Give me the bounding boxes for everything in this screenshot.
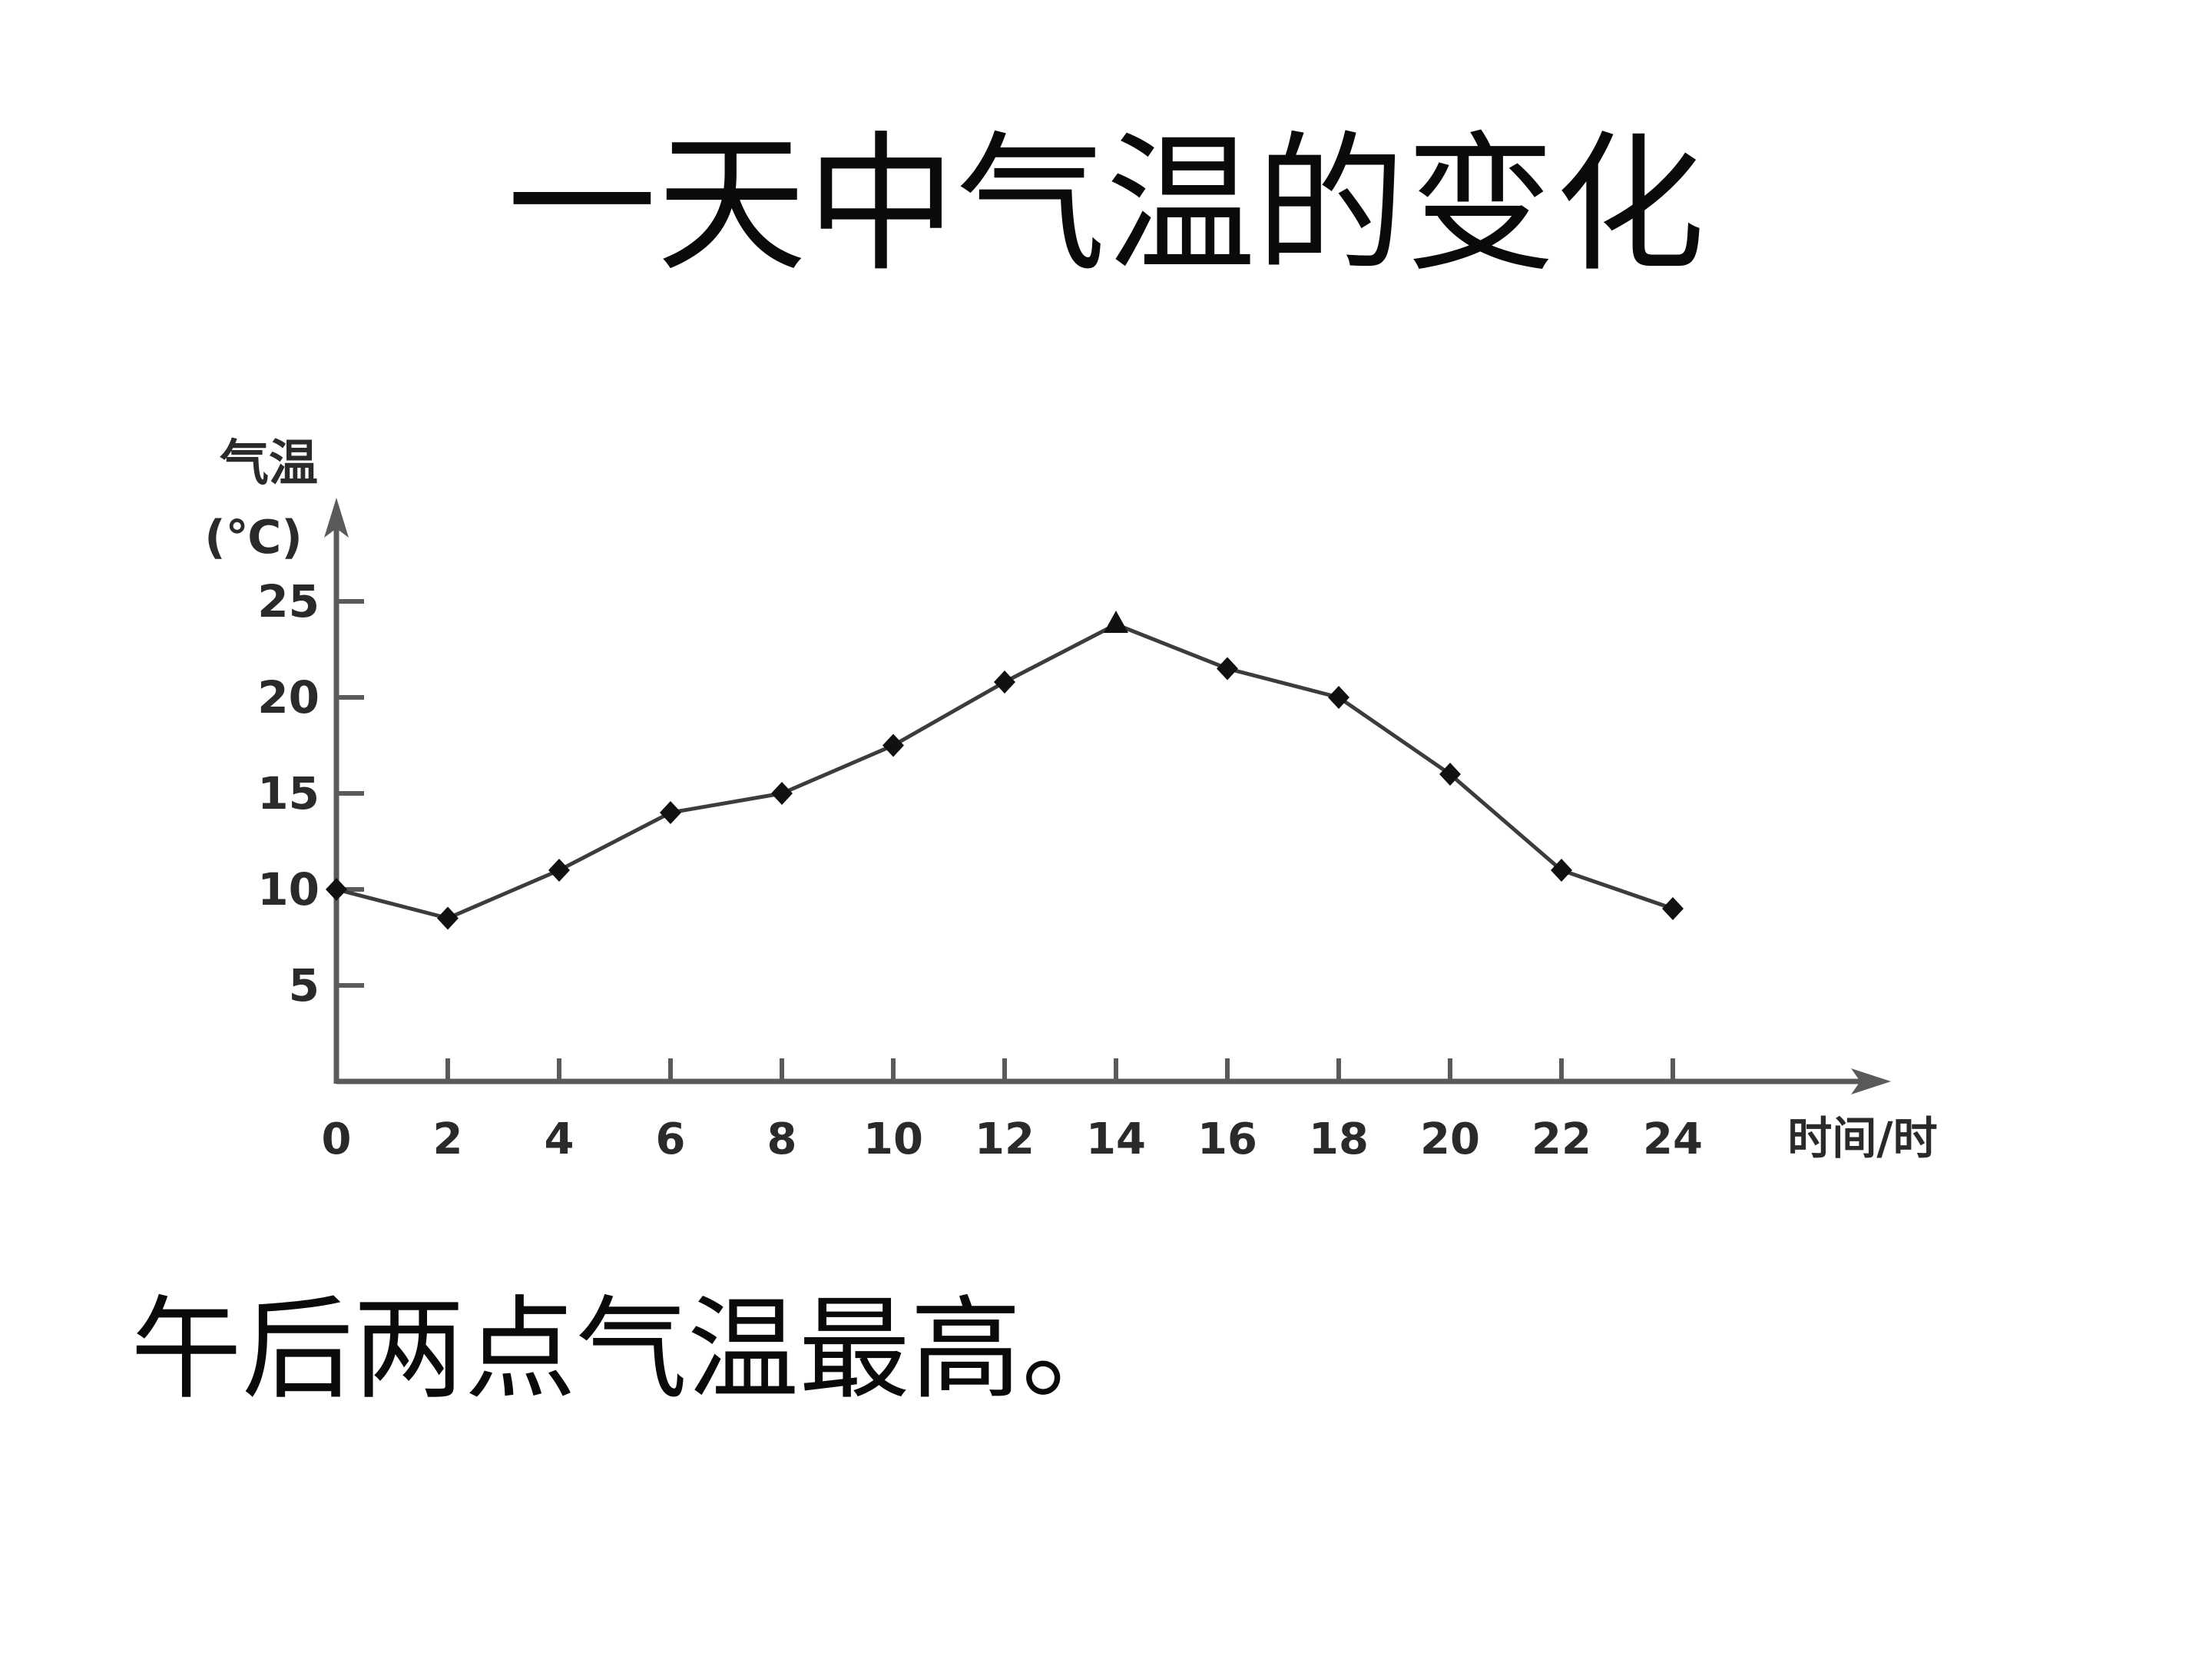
x-tick-label: 12 <box>975 1114 1035 1164</box>
x-tick-label: 14 <box>1086 1114 1146 1164</box>
data-point-marker <box>1439 763 1461 786</box>
data-point-marker-peak <box>1104 611 1128 633</box>
x-tick-label: 8 <box>767 1114 797 1164</box>
slide-title: 一天中气温的变化 <box>507 118 1705 292</box>
data-point-marker <box>326 878 347 901</box>
y-tick-label: 5 <box>289 959 320 1012</box>
x-tick-label: 10 <box>863 1114 923 1164</box>
x-tick-label: 24 <box>1643 1114 1703 1164</box>
x-tick-label: 4 <box>545 1114 575 1164</box>
x-tick-label: 2 <box>433 1114 463 1164</box>
data-point-marker <box>660 801 681 824</box>
y-tick-label: 10 <box>257 863 320 916</box>
x-tick-label: 6 <box>656 1114 686 1164</box>
x-tick-label: 20 <box>1420 1114 1480 1164</box>
y-tick-label: 20 <box>257 671 320 724</box>
data-point-markers <box>326 611 1684 930</box>
x-tick-label: 18 <box>1309 1114 1369 1164</box>
y-axis-ticks: 5 10 15 20 25 <box>257 575 364 1012</box>
x-tick-label: 0 <box>322 1114 352 1164</box>
y-axis-unit: (℃) <box>204 511 303 565</box>
x-axis-ticks: 0 2 4 6 8 10 12 14 16 18 20 22 24 <box>322 1058 1703 1164</box>
y-tick-label: 25 <box>257 575 320 628</box>
data-point-marker <box>1662 897 1684 920</box>
slide-caption: 午后两点气温最高。 <box>131 1285 1133 1415</box>
x-tick-label: 22 <box>1532 1114 1591 1164</box>
data-point-marker <box>548 859 570 882</box>
data-point-marker <box>1217 657 1238 680</box>
y-tick-label: 15 <box>257 767 320 820</box>
data-point-marker <box>994 671 1015 694</box>
data-point-marker <box>1328 686 1349 709</box>
y-axis-arrow-icon <box>324 498 349 538</box>
data-point-marker <box>1551 859 1572 882</box>
data-point-marker <box>882 733 904 757</box>
data-point-marker <box>437 906 459 930</box>
x-tick-label: 16 <box>1197 1114 1257 1164</box>
data-point-marker <box>771 782 793 805</box>
y-axis-title: 气温 <box>220 435 318 492</box>
x-axis-arrow-icon <box>1851 1068 1891 1094</box>
temperature-line <box>336 622 1674 921</box>
x-axis-title: 时间/时 <box>1787 1112 1937 1164</box>
